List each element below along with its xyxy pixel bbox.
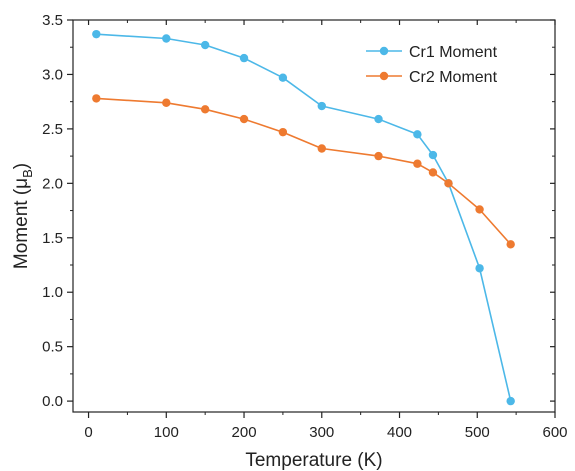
y-axis-title: Moment (μB) xyxy=(11,163,35,269)
legend-cr2-label: Cr2 Moment xyxy=(409,69,498,86)
x-tick-label: 400 xyxy=(387,424,412,441)
data-point-series-1 xyxy=(317,101,326,111)
data-point-series-2 xyxy=(317,144,326,153)
x-tick-label: 600 xyxy=(542,424,567,441)
data-point-series-1 xyxy=(200,40,210,50)
data-point-series-2 xyxy=(239,114,249,124)
y-tick-label: 0.0 xyxy=(42,393,63,410)
data-point-series-2 xyxy=(444,179,453,188)
data-point-series-1 xyxy=(506,396,515,406)
series-line-1 xyxy=(96,33,512,402)
y-tick-label: 2.5 xyxy=(42,121,63,138)
data-point-series-1 xyxy=(162,34,171,43)
x-tick-label: 500 xyxy=(465,424,490,441)
legend-cr1-marker xyxy=(379,46,389,56)
data-point-series-2 xyxy=(413,159,422,168)
data-point-series-1 xyxy=(278,73,288,82)
data-point-series-1 xyxy=(428,150,438,160)
legend: Cr1 Moment Cr2 Moment xyxy=(366,44,498,86)
plot-frame xyxy=(72,19,556,413)
data-point-series-1 xyxy=(413,130,422,139)
data-point-series-1 xyxy=(239,53,249,63)
x-tick-label: 300 xyxy=(309,424,334,441)
data-point-series-2 xyxy=(200,105,210,114)
y-axis-title-main: Moment (μ xyxy=(11,178,32,269)
x-tick-label: 100 xyxy=(154,424,179,441)
data-point-series-2 xyxy=(428,168,438,177)
y-tick-label: 0.5 xyxy=(42,339,63,356)
y-tick-label: 1.5 xyxy=(42,230,63,247)
data-point-series-2 xyxy=(92,94,101,103)
data-point-series-2 xyxy=(506,240,515,249)
x-tick-label: 200 xyxy=(232,424,257,441)
series-layer xyxy=(92,29,515,406)
y-axis-title-subscript: B xyxy=(20,169,35,178)
data-point-series-2 xyxy=(278,127,288,137)
data-point-series-2 xyxy=(475,205,484,214)
axis-ticks: 0 100 200 300 400 500 600 0.0 0.5 1.0 1.5 2.0 2.5 3.0… xyxy=(42,12,567,441)
data-point-series-1 xyxy=(92,29,101,39)
y-tick-label: 3.0 xyxy=(42,66,63,83)
data-point-series-2 xyxy=(374,151,383,161)
y-axis-title-close: ) xyxy=(11,163,32,169)
y-tick-label: 3.5 xyxy=(42,12,63,29)
x-tick-label: 0 xyxy=(84,424,92,441)
y-tick-label: 2.0 xyxy=(42,175,63,192)
y-tick-label: 1.0 xyxy=(42,284,63,301)
data-point-series-1 xyxy=(475,264,484,273)
series-line-2 xyxy=(96,97,512,245)
x-axis-title: Temperature (K) xyxy=(245,450,382,471)
legend-cr1-label: Cr1 Moment xyxy=(409,44,498,61)
data-point-series-1 xyxy=(374,114,383,124)
data-point-series-2 xyxy=(162,98,171,107)
legend-cr2-marker xyxy=(379,71,389,81)
